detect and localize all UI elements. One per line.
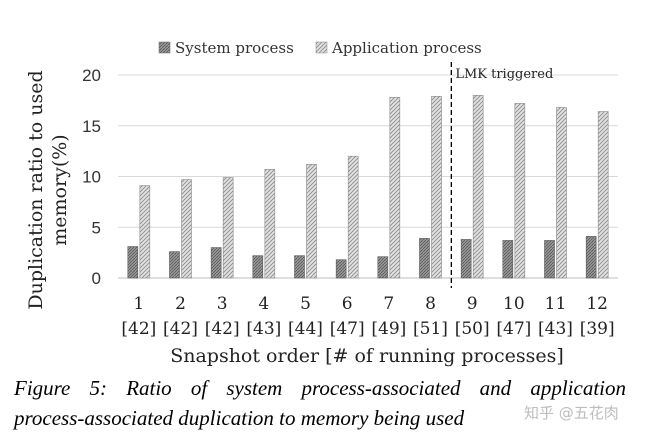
x-category-sublabel: [47] xyxy=(330,319,365,339)
bar-application xyxy=(222,177,234,279)
watermark: 知乎 @五花肉 xyxy=(524,404,619,422)
bar-system xyxy=(210,247,222,279)
bar-system xyxy=(127,246,139,279)
bar-system xyxy=(544,240,555,279)
bar-application xyxy=(514,103,526,279)
x-category-sublabel: [44] xyxy=(288,319,323,339)
bar-application xyxy=(556,107,567,279)
y-axis-title-line: Duplication ratio to used xyxy=(25,70,47,309)
bar-system xyxy=(335,259,347,279)
x-axis-title: Snapshot order [# of running processes] xyxy=(170,345,564,367)
x-category-sublabel: [42] xyxy=(205,319,240,339)
y-tick-label: 0 xyxy=(92,269,101,288)
legend-label-application: Application process xyxy=(331,39,482,57)
figure-caption: Figure 5: Ratio of system process-associ… xyxy=(14,373,626,433)
x-category-sublabel: [43] xyxy=(538,319,573,339)
bar-application xyxy=(306,164,317,279)
bar-application xyxy=(264,169,276,279)
x-category-sublabel: [49] xyxy=(371,319,406,339)
x-category-label: 1 xyxy=(133,294,144,314)
legend-swatch-application xyxy=(315,41,328,54)
bar-system xyxy=(585,236,597,279)
bar-system xyxy=(460,239,472,279)
caption-line-1: Figure 5: Ratio of system process-associ… xyxy=(14,376,626,400)
x-category-sublabel: [42] xyxy=(163,319,198,339)
x-category-label: 3 xyxy=(217,294,228,314)
x-category-label: 4 xyxy=(258,294,269,314)
x-axis-categories: 1 [42] 2 [42] 3 [42] 4 [43] 5 [44] 6 [47] 7 [49] 8 [51]… xyxy=(121,294,614,339)
x-category-sublabel: [42] xyxy=(121,319,156,339)
x-category-label: 7 xyxy=(383,294,394,314)
x-category-label: 12 xyxy=(586,294,608,314)
x-category-label: 8 xyxy=(425,294,436,314)
legend-swatch-system xyxy=(158,41,171,54)
caption-line-2: process-associated duplication to memory… xyxy=(14,406,465,430)
bar-application xyxy=(181,179,192,279)
x-category-label: 6 xyxy=(342,294,353,314)
x-category-label: 5 xyxy=(300,294,311,314)
bar-system xyxy=(377,256,389,279)
bar-system xyxy=(252,255,264,279)
x-category-sublabel: [50] xyxy=(455,319,490,339)
bar-application xyxy=(347,155,359,279)
y-tick-label: 15 xyxy=(82,117,101,136)
y-axis-title: Duplication ratio to used memory(%) xyxy=(25,70,71,309)
y-tick-label: 5 xyxy=(92,218,101,237)
bar-application xyxy=(139,185,151,279)
bar-application xyxy=(472,95,484,279)
x-category-label: 9 xyxy=(467,294,478,314)
x-category-sublabel: [43] xyxy=(246,319,281,339)
bar-system xyxy=(502,240,514,279)
bar-application xyxy=(389,97,401,279)
bars xyxy=(127,95,609,279)
legend-label-system: System process xyxy=(175,39,294,57)
x-category-label: 2 xyxy=(175,294,186,314)
legend: System process Application process xyxy=(158,39,482,57)
x-category-sublabel: [47] xyxy=(496,319,531,339)
x-category-label: 11 xyxy=(545,294,567,314)
bar-application xyxy=(431,96,442,279)
bar-system xyxy=(294,255,305,279)
bar-application xyxy=(597,111,609,279)
lmk-annotation: LMK triggered xyxy=(455,67,553,82)
bar-system xyxy=(169,251,180,279)
x-category-sublabel: [51] xyxy=(413,319,448,339)
x-category-sublabel: [39] xyxy=(580,319,615,339)
y-tick-label: 20 xyxy=(82,66,101,85)
bar-system xyxy=(419,238,430,279)
x-category-label: 10 xyxy=(503,294,525,314)
bar-chart: 0 5 10 15 20 1 [42] 2 [42] 3 [42] 4 [43] 5 [44] 6 [47] 7… xyxy=(25,39,618,367)
y-tick-label: 10 xyxy=(82,168,101,187)
y-axis-title-line: memory(%) xyxy=(49,134,71,245)
y-axis-ticks: 0 5 10 15 20 xyxy=(82,66,101,288)
gridlines xyxy=(118,74,618,279)
